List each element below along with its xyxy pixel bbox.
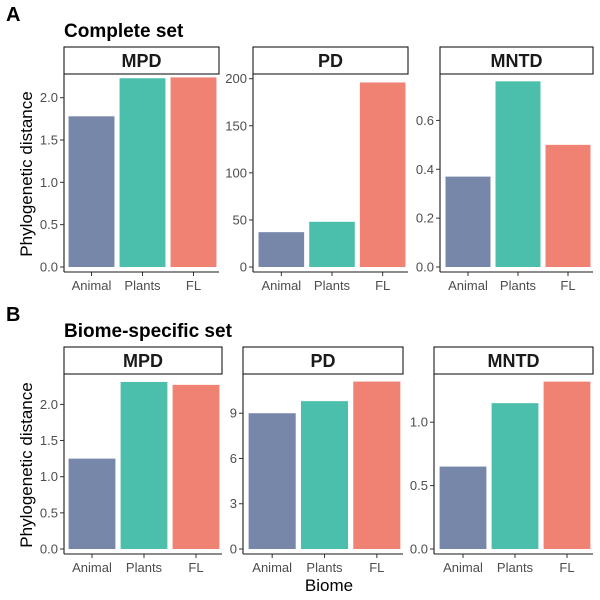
x-tick-label: FL	[369, 560, 384, 575]
y-tick-label: 9	[230, 406, 237, 421]
panel-tag-b: B	[6, 304, 20, 326]
y-tick-label: 0.2	[416, 211, 434, 226]
y-tick-label: 1.0	[40, 175, 58, 190]
bar-plants	[300, 401, 349, 549]
y-tick-label: 0.5	[40, 505, 58, 520]
x-tick-label: Animal	[448, 278, 488, 293]
set-title-a: Complete set	[64, 21, 184, 42]
y-tick-label: 0.5	[40, 217, 58, 232]
x-tick-label: Animal	[443, 560, 483, 575]
y-tick-label: 0.0	[40, 542, 58, 557]
facet-strip	[63, 346, 223, 375]
bar-fl	[170, 77, 217, 268]
bar-fl	[172, 384, 220, 549]
y-tick-label: 1.0	[40, 469, 58, 484]
facet-strip	[252, 46, 409, 75]
facet-pd: PD Animal Plants FL 0 3 6 9	[230, 346, 404, 575]
bar-fl	[545, 144, 591, 267]
x-tick-label: Plants	[500, 278, 537, 293]
bar-fl	[359, 82, 406, 267]
y-tick-label: 0	[230, 542, 237, 557]
y-tick-label: 0.0	[410, 542, 428, 557]
y-tick-label: 6	[230, 451, 237, 466]
x-tick-label: Animal	[261, 278, 301, 293]
facet-pd: PD Animal Plants FL 0 50 100 150 200	[225, 46, 409, 293]
y-tick-label: 0	[240, 260, 247, 275]
y-tick-label: 50	[233, 212, 247, 227]
y-tick-label: 1.5	[40, 433, 58, 448]
y-tick-label: 1.5	[40, 133, 58, 148]
facet-mpd: MPD Animal Plants FL 0.0 0.5 1.0 1.5 2.0	[40, 46, 220, 293]
bar-plants	[309, 221, 355, 267]
bar-fl	[543, 381, 591, 549]
x-tick-label: Plants	[306, 560, 343, 575]
facet-mntd: MNTD Animal Plants FL 0.0 0.2 0.4 0.6	[416, 46, 594, 293]
x-tick-label: Animal	[252, 560, 292, 575]
bar-fl	[353, 381, 401, 549]
row-b-facets: MPD Animal Plants FL 0.0 0.5 1.0 1.5 2.0 PD Animal…	[40, 346, 594, 575]
y-tick-label: 100	[225, 165, 247, 180]
x-tick-label: Plants	[497, 560, 534, 575]
facet-strip-label: PD	[310, 351, 335, 371]
panel-tag-a: A	[6, 4, 20, 26]
facet-strip-label: PD	[318, 51, 343, 71]
bar-animal	[248, 413, 296, 549]
facet-strip	[439, 46, 594, 75]
bar-animal	[445, 176, 491, 267]
x-tick-label: Plants	[314, 278, 351, 293]
facet-strip	[242, 346, 404, 375]
bar-plants	[119, 78, 166, 267]
x-tick-label: Animal	[72, 278, 112, 293]
y-tick-label: 0.0	[416, 260, 434, 275]
y-tick-label: 0.5	[410, 478, 428, 493]
bar-animal	[68, 458, 116, 549]
bar-animal	[68, 116, 115, 268]
facet-mpd: MPD Animal Plants FL 0.0 0.5 1.0 1.5 2.0	[40, 346, 223, 575]
y-tick-label: 2.0	[40, 397, 58, 412]
facet-strip-label: MNTD	[488, 351, 540, 371]
y-axis-title-b: Phylogenetic distance	[17, 382, 36, 547]
facet-strip-label: MPD	[123, 351, 163, 371]
y-tick-label: 150	[225, 118, 247, 133]
x-tick-label: FL	[559, 560, 574, 575]
x-tick-label: FL	[186, 278, 201, 293]
facet-mntd: MNTD Animal Plants FL 0.0 0.5 1.0	[410, 346, 594, 575]
bar-plants	[491, 403, 539, 549]
x-tick-label: FL	[188, 560, 203, 575]
facet-strip	[433, 346, 594, 375]
y-tick-label: 0.0	[40, 260, 58, 275]
x-tick-label: Animal	[72, 560, 112, 575]
y-tick-label: 0.6	[416, 113, 434, 128]
x-tick-label: Plants	[124, 278, 161, 293]
x-tick-label: FL	[560, 278, 575, 293]
x-tick-label: Plants	[126, 560, 163, 575]
x-axis-title: Biome	[305, 576, 353, 595]
row-a-facets: MPD Animal Plants FL 0.0 0.5 1.0 1.5 2.0 PD Animal…	[40, 46, 594, 293]
bar-animal	[258, 232, 305, 267]
facet-strip	[63, 46, 220, 75]
y-tick-label: 200	[225, 71, 247, 86]
bar-plants	[495, 81, 541, 267]
y-axis-title-a: Phylogenetic distance	[17, 91, 36, 256]
y-tick-label: 0.4	[416, 162, 434, 177]
facet-strip-label: MNTD	[491, 51, 543, 71]
facet-strip-label: MPD	[122, 51, 162, 71]
bar-animal	[439, 466, 487, 549]
x-tick-label: FL	[375, 278, 390, 293]
y-tick-label: 2.0	[40, 90, 58, 105]
y-tick-label: 3	[230, 496, 237, 511]
y-tick-label: 1.0	[410, 415, 428, 430]
set-title-b: Biome-specific set	[64, 321, 233, 342]
bar-plants	[120, 381, 168, 549]
